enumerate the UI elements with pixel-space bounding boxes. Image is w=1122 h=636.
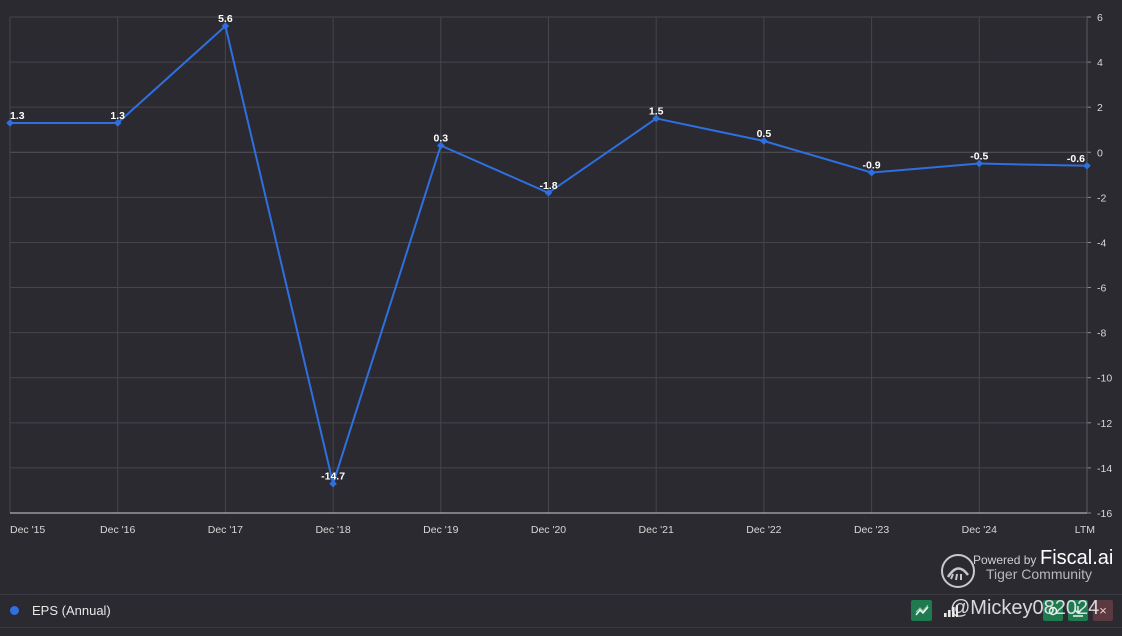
legend-dot [10, 606, 19, 615]
x-tick-label: Dec '15 [10, 524, 45, 536]
x-tick-label: Dec '18 [315, 524, 350, 536]
eps-data-label: -0.5 [970, 151, 988, 163]
eps-data-point [652, 114, 660, 123]
eps-line-chart: 6 4 2 0 -2 -4 -6 -8 -10 -12 -14 -16 Dec '15 Dec '16 De… [6, 12, 1112, 536]
eps-data-label: 1.3 [110, 110, 125, 122]
legend-label: EPS (Annual) [32, 603, 111, 618]
eps-data-label: -0.6 [1067, 153, 1085, 165]
y-tick-label: 4 [1097, 57, 1103, 69]
y-tick-label: -12 [1097, 418, 1112, 430]
legend-bar: EPS (Annual) [0, 594, 1122, 628]
y-tick-label: 2 [1097, 102, 1103, 114]
y-tick-label: -4 [1097, 237, 1106, 249]
y-tick-label: 6 [1097, 12, 1103, 24]
y-tick-label: -8 [1097, 328, 1106, 340]
y-tick-label: -2 [1097, 192, 1106, 204]
eps-data-label: -1.8 [539, 180, 557, 192]
settings-icon[interactable] [1043, 600, 1063, 621]
eps-data-point [1083, 162, 1091, 170]
x-tick-label: LTM [1075, 524, 1095, 536]
y-tick-label: -16 [1097, 508, 1112, 520]
tiger-logo-icon [941, 554, 975, 588]
x-tick-label: Dec '20 [531, 524, 566, 536]
eps-data-label: 0.5 [757, 128, 772, 140]
eps-data-label: 5.6 [218, 13, 233, 25]
x-tick-label: Dec '23 [854, 524, 889, 536]
community-text: Tiger Community [986, 566, 1093, 582]
x-tick-label: Dec '21 [639, 524, 674, 536]
close-icon[interactable]: × [1093, 600, 1113, 621]
x-tick-label: Dec '24 [962, 524, 997, 536]
eps-data-point [975, 159, 984, 168]
eps-data-point [221, 22, 230, 30]
eps-data-label: -0.9 [863, 160, 881, 172]
eps-data-label: 0.3 [433, 133, 448, 145]
eps-data-point [867, 168, 876, 177]
eps-data-label: -14.7 [321, 471, 345, 483]
download-icon[interactable] [1068, 600, 1088, 621]
x-tick-label: Dec '22 [746, 524, 781, 536]
powered-by-text: Powered by [973, 553, 1037, 567]
line-chart-icon[interactable] [911, 600, 932, 621]
eps-data-point [437, 141, 445, 150]
fiscal-brand-text: Fiscal.ai [1040, 547, 1114, 569]
brand-block: Powered by Fiscal.ai Tiger Community [940, 547, 1120, 592]
bar-chart-icon[interactable] [941, 600, 961, 621]
watermark-text: @Mickey082024 [950, 597, 1100, 619]
x-tick-label: Dec '19 [423, 524, 458, 536]
eps-data-point [544, 189, 553, 197]
eps-data-point [760, 137, 768, 145]
eps-data-point [6, 119, 14, 127]
x-tick-label: Dec '16 [100, 524, 135, 536]
eps-data-label: 1.5 [649, 105, 664, 117]
eps-data-label: 1.3 [10, 110, 25, 122]
y-tick-label: 0 [1097, 147, 1103, 159]
eps-data-point [329, 479, 337, 488]
legend-item-eps[interactable]: EPS (Annual) [10, 603, 111, 618]
x-tick-label: Dec '17 [208, 524, 243, 536]
y-tick-label: -14 [1097, 463, 1112, 475]
chart-toolbar: × [911, 600, 1117, 622]
y-tick-label: -10 [1097, 373, 1112, 385]
y-tick-label: -6 [1097, 283, 1106, 295]
eps-data-point [113, 119, 122, 127]
